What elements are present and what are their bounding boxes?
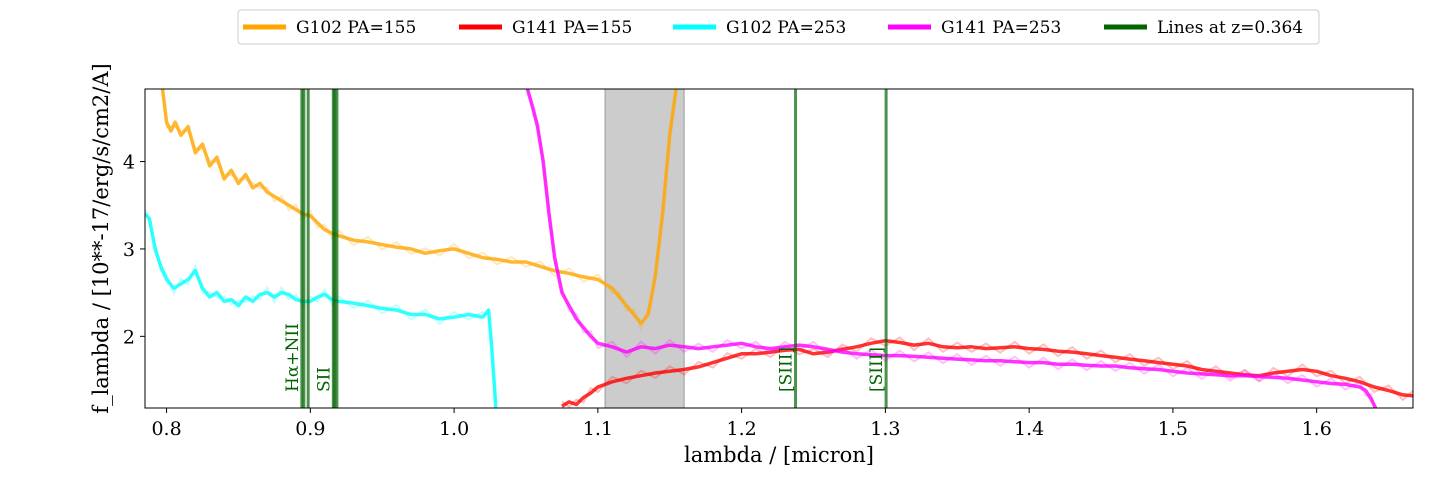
y-tick-label: 2: [123, 326, 135, 348]
y-tick-label: 4: [123, 152, 135, 174]
series-line: [525, 89, 1378, 408]
emission-line-label: SII: [314, 367, 334, 392]
series-group: [525, 89, 1378, 408]
legend-label: Lines at z=0.364: [1157, 18, 1303, 38]
series-line: [160, 89, 678, 325]
legend-label: G102 PA=253: [726, 18, 846, 38]
x-tick-label: 0.9: [295, 418, 325, 440]
y-axis: 2 3 4: [123, 152, 145, 348]
masked-region: [604, 89, 685, 408]
legend-label: G102 PA=155: [296, 18, 416, 38]
emission-line-label: [SIII]: [867, 347, 887, 392]
series-noise-line: [161, 89, 677, 331]
x-tick-label: 1.2: [727, 418, 757, 440]
x-tick-label: 1.1: [583, 418, 613, 440]
legend: G102 PA=155 G141 PA=155 G102 PA=253 G141 PA…: [237, 9, 1320, 45]
x-tick-label: 1.6: [1302, 418, 1332, 440]
x-tick-label: 1.0: [439, 418, 469, 440]
y-tick-label: 3: [123, 239, 135, 261]
emission-line-label: Hα+NII: [283, 323, 303, 392]
legend-label: G141 PA=155: [512, 18, 632, 38]
series-noise-line: [145, 208, 497, 404]
legend-label: G141 PA=253: [941, 18, 1061, 38]
plot-area: [145, 89, 1413, 408]
legend-box: [237, 9, 1320, 45]
series-group: [160, 89, 678, 331]
x-tick-label: 0.8: [151, 418, 181, 440]
series-line: [560, 338, 1413, 408]
series-group: [145, 208, 498, 408]
x-tick-label: 1.5: [1158, 418, 1188, 440]
series-line: [145, 212, 498, 408]
x-axis-label: lambda / [micron]: [684, 443, 874, 467]
x-tick-label: 1.3: [870, 418, 900, 440]
x-tick-label: 1.4: [1014, 418, 1044, 440]
emission-line-label: [SIII]: [777, 347, 797, 392]
series-group: [560, 336, 1413, 408]
y-axis-label: f_lambda / [10**-17/erg/s/cm2/A]: [89, 63, 113, 413]
x-axis: 0.8 0.9 1.0 1.1 1.2 1.3 1.4 1.5 1.6: [151, 408, 1332, 440]
